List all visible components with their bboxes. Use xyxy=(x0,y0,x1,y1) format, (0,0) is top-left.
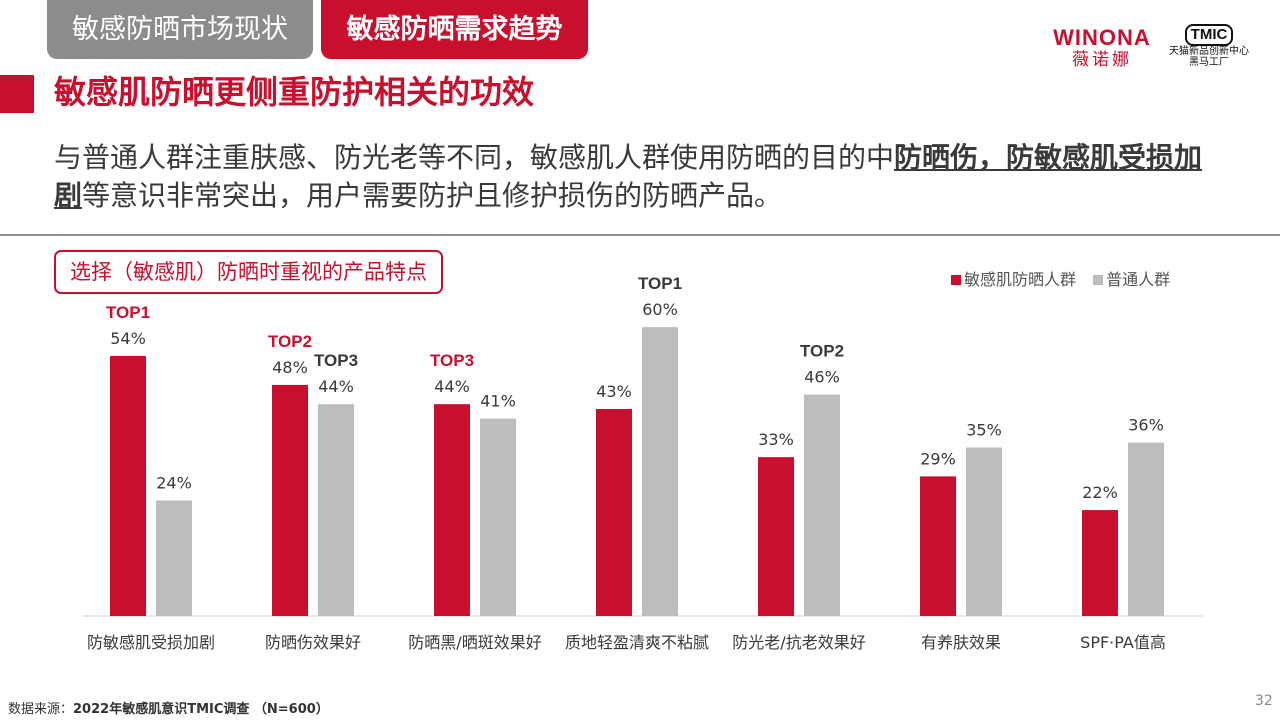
source-label: 数据来源： xyxy=(8,702,74,717)
divider xyxy=(0,234,1280,236)
description-part2: 等意识非常突出，用户需要防护且修护损伤的防晒产品。 xyxy=(82,179,783,212)
data-label: 24% xyxy=(156,473,192,492)
legend-item-sensitive: 敏感肌防晒人群 xyxy=(951,266,1076,290)
data-label: 35% xyxy=(966,421,1002,440)
bar xyxy=(434,404,470,616)
x-tick-label: 有养肤效果 xyxy=(921,633,1001,652)
bar xyxy=(156,500,192,616)
section-marker xyxy=(0,75,34,113)
data-label: 48% xyxy=(272,358,308,377)
page-number: 32 xyxy=(1255,693,1273,709)
data-label: 43% xyxy=(596,382,632,401)
bar xyxy=(480,418,516,616)
bar xyxy=(596,408,632,616)
bar xyxy=(1128,442,1164,616)
winona-logo-text: WINONA xyxy=(1053,25,1151,50)
rank-label: TOP3 xyxy=(314,351,358,370)
winona-logo-cn: 薇诺娜 xyxy=(1072,50,1132,70)
source-detail: 2022年敏感肌意识TMIC调查 （N=600） xyxy=(73,702,329,717)
chart-subtitle: 选择（敏感肌）防晒时重视的产品特点 xyxy=(54,250,443,294)
description-highlight: 防晒伤，防敏感肌受损加剧 xyxy=(54,141,1203,212)
data-label: 60% xyxy=(642,300,678,319)
data-label: 36% xyxy=(1128,416,1164,435)
tab-demand-trend[interactable]: 敏感防晒需求趋势 xyxy=(321,0,588,59)
data-label: 22% xyxy=(1082,483,1118,502)
data-source: 数据来源：2022年敏感肌意识TMIC调查 （N=600） xyxy=(8,698,329,717)
legend-label-normal: 普通人群 xyxy=(1106,270,1171,289)
rank-label: TOP2 xyxy=(800,342,844,361)
tab-market-status[interactable]: 敏感防晒市场现状 xyxy=(47,0,313,59)
description-part1: 与普通人群注重肤感、防光老等不同，敏感肌人群使用防晒的目的中 xyxy=(54,141,895,174)
bar xyxy=(804,394,840,616)
rank-label: TOP3 xyxy=(430,351,474,370)
data-label: 54% xyxy=(110,329,146,348)
section-title: 敏感肌防晒更侧重防护相关的功效 xyxy=(54,73,535,111)
data-label: 46% xyxy=(804,368,840,387)
data-label: 44% xyxy=(434,377,470,396)
winona-logo: WINONA 薇诺娜 xyxy=(1050,25,1154,71)
bar xyxy=(920,476,956,616)
tmic-logo: TMIC 天猫新品创新中心 黑马工厂 xyxy=(1166,24,1252,68)
bar xyxy=(758,457,794,616)
data-label: 44% xyxy=(318,377,354,396)
rank-label: TOP2 xyxy=(268,332,312,351)
tmic-line2: 黑马工厂 xyxy=(1189,57,1229,68)
data-label: 41% xyxy=(480,392,516,411)
bar xyxy=(272,384,308,616)
tmic-line1: 天猫新品创新中心 xyxy=(1169,46,1249,57)
bar xyxy=(1082,510,1118,616)
rank-label: TOP1 xyxy=(106,303,150,322)
legend-label-sensitive: 敏感肌防晒人群 xyxy=(964,270,1077,289)
x-tick-label: 防晒黑/晒斑效果好 xyxy=(408,633,541,652)
x-tick-label: 质地轻盈清爽不粘腻 xyxy=(565,633,709,652)
chart-legend: 敏感肌防晒人群 普通人群 xyxy=(951,266,1182,290)
description: 与普通人群注重肤感、防光老等不同，敏感肌人群使用防晒的目的中防晒伤，防敏感肌受损… xyxy=(54,139,1224,215)
data-label: 33% xyxy=(758,430,794,449)
bar xyxy=(966,447,1002,616)
x-tick-label: 防光老/抗老效果好 xyxy=(732,633,865,652)
tmic-badge: TMIC xyxy=(1184,24,1234,46)
bar xyxy=(110,356,146,616)
x-tick-label: 防晒伤效果好 xyxy=(265,633,361,652)
legend-item-normal: 普通人群 xyxy=(1093,266,1170,290)
x-tick-label: SPF·PA值高 xyxy=(1080,633,1166,652)
legend-swatch-sensitive xyxy=(951,275,961,285)
x-tick-label: 防敏感肌受损加剧 xyxy=(87,633,215,652)
bar xyxy=(642,327,678,616)
data-label: 29% xyxy=(920,449,956,468)
bar xyxy=(318,404,354,616)
rank-label: TOP1 xyxy=(638,274,682,293)
legend-swatch-normal xyxy=(1093,275,1104,285)
